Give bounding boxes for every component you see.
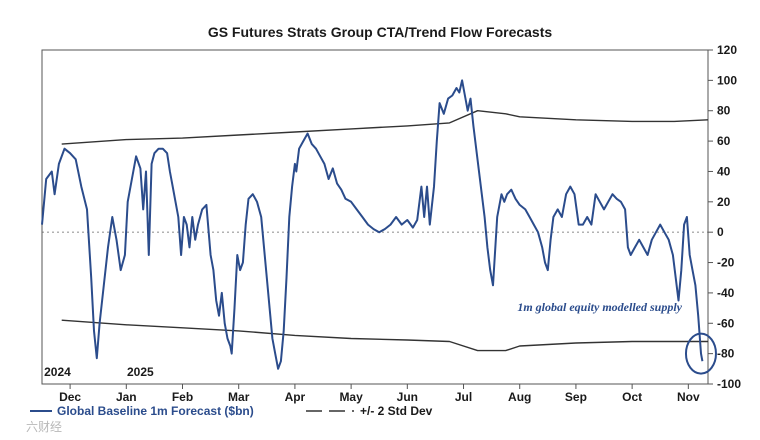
x-tick-label: Jan xyxy=(116,390,137,404)
x-tick-label: Feb xyxy=(172,390,193,404)
x-tick-label: Apr xyxy=(285,390,306,404)
y-tick-label: 60 xyxy=(717,134,731,148)
chart-title: GS Futures Strats Group CTA/Trend Flow F… xyxy=(207,24,553,40)
y-tick-label: -100 xyxy=(717,377,741,391)
y-tick-label: 0 xyxy=(717,225,724,239)
y-tick-label: -80 xyxy=(717,347,735,361)
year-label: 2024 xyxy=(44,365,71,379)
std-dev-upper-line xyxy=(61,110,709,145)
year-label: 2025 xyxy=(127,365,154,379)
forecast-layer xyxy=(41,79,717,375)
y-tick-label: 20 xyxy=(717,195,731,209)
y-tick-label: -60 xyxy=(717,316,735,330)
legend: Global Baseline 1m Forecast ($bn) +/- 2 S… xyxy=(26,404,433,434)
x-tick-label: Aug xyxy=(508,390,531,404)
legend-label-forecast: Global Baseline 1m Forecast ($bn) xyxy=(57,404,254,418)
std-dev-bands xyxy=(61,110,709,352)
watermark: 六财经 xyxy=(26,420,62,434)
x-tick-label: Sep xyxy=(565,390,587,404)
forecast-line xyxy=(41,79,704,370)
legend-label-stddev: +/- 2 Std Dev xyxy=(360,404,433,418)
x-tick-label: Jul xyxy=(455,390,472,404)
y-tick-label: 80 xyxy=(717,104,731,118)
annotation-label: 1m global equity modelled supply xyxy=(517,300,682,314)
plot-frame xyxy=(41,49,709,385)
x-tick-label: Mar xyxy=(228,390,250,404)
x-tick-label: Dec xyxy=(59,390,81,404)
std-dev-lower-line xyxy=(61,319,708,352)
y-tick-label: 100 xyxy=(717,73,737,87)
y-tick-label: 40 xyxy=(717,164,731,178)
axes-layer xyxy=(41,49,713,389)
x-tick-label: Jun xyxy=(397,390,418,404)
y-tick-label: -20 xyxy=(717,256,735,270)
y-tick-label: -40 xyxy=(717,286,735,300)
labels-layer: 120 100 80 60 40 20 0 -20 -40 -60 -80 -100 Dec Jan Feb… xyxy=(44,43,741,404)
x-tick-label: Nov xyxy=(677,390,700,404)
x-tick-label: May xyxy=(339,390,363,404)
annotation-circle xyxy=(684,332,717,375)
y-tick-label: 120 xyxy=(717,43,737,57)
x-tick-label: Oct xyxy=(622,390,642,404)
